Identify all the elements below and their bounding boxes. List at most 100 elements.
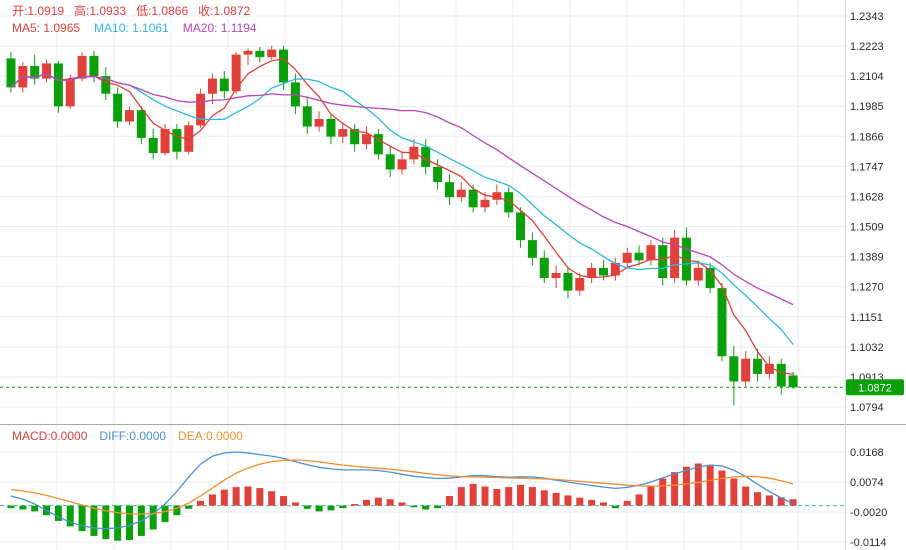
candle-body [65, 78, 75, 107]
ma5-line [10, 58, 794, 375]
macd-hist-bar [386, 499, 394, 506]
candle-body [753, 358, 763, 374]
ma20-value: MA20: 1.1194 [182, 21, 257, 35]
macd-hist-bar [694, 463, 702, 506]
low-value: 低:1.0866 [136, 4, 189, 18]
candle-body [148, 137, 158, 154]
close-value: 收:1.0872 [198, 4, 251, 18]
macd-hist-bar [126, 505, 133, 541]
macd-value: MACD:0.0000 [12, 429, 88, 443]
candle-body [219, 78, 229, 92]
candle-body [101, 76, 111, 94]
candle-body [279, 49, 289, 83]
macd-hist-bar [374, 497, 382, 506]
candle-body [89, 55, 99, 77]
macd-hist-bar [410, 505, 418, 508]
price-axis-label: 1.1985 [850, 101, 884, 113]
macd-hist-bar [552, 492, 560, 506]
macd-hist-bar [600, 502, 607, 506]
macd-hist-bar [659, 478, 667, 506]
candle-body [6, 58, 16, 88]
macd-hist-bar [623, 500, 631, 506]
macd-hist-bar [493, 489, 501, 506]
macd-hist-bar [517, 484, 525, 506]
candle-body [693, 267, 703, 281]
macd-hist-bar [78, 505, 86, 532]
candle-body [456, 189, 466, 198]
macd-axis-label: 0.0074 [850, 477, 884, 489]
macd-hist-bar [765, 495, 773, 506]
candle-body [492, 192, 502, 200]
candle-body [563, 272, 573, 291]
candle-body [729, 356, 739, 382]
macd-hist-bar [718, 470, 726, 506]
candle-body [622, 252, 632, 263]
macd-hist-bar [611, 505, 619, 509]
candle-body [527, 240, 537, 258]
macd-hist-bar [90, 505, 98, 536]
macd-hist-bar [777, 497, 785, 506]
candle-body [350, 129, 360, 145]
candle-body [681, 237, 691, 281]
candle-body [30, 65, 40, 79]
ma10-line [10, 73, 794, 345]
candle-body [385, 154, 395, 170]
candle-body [243, 50, 253, 55]
macd-hist-bar [220, 489, 228, 506]
dea-line [10, 459, 794, 515]
candle-body [516, 212, 526, 241]
macd-hist-bar [66, 505, 74, 527]
macd-hist-bar [576, 497, 584, 506]
price-axis-label: 1.1628 [850, 191, 884, 203]
ohlc-legend: 开:1.0919 高:1.0933 低:1.0866 收:1.0872 [12, 4, 250, 18]
macd-hist-bar [635, 494, 643, 506]
current-price-label: 1.0872 [858, 382, 892, 394]
macd-hist-bar [671, 472, 679, 506]
macd-hist-bar [256, 488, 264, 506]
macd-legend: MACD:0.0000 DIFF:0.0000 DEA:0.0000 [12, 429, 243, 443]
macd-hist-bar [149, 505, 157, 530]
candle-body [468, 189, 478, 208]
macd-hist-bar [434, 505, 442, 509]
price-axis-label: 1.1866 [850, 131, 884, 143]
diff-line [10, 451, 794, 530]
macd-hist-bar [789, 499, 797, 506]
ma10-value: MA10: 1.1061 [94, 21, 169, 35]
macd-axis-label: -0.0020 [850, 507, 887, 519]
price-axis-label: 1.1747 [850, 161, 884, 173]
candle-body [314, 118, 324, 127]
candle-body [338, 129, 348, 137]
candle-body [658, 245, 668, 279]
candle-body [575, 278, 585, 291]
price-axis-label: 1.1509 [850, 222, 884, 234]
macd-hist-bar [197, 500, 205, 506]
macd-hist-bar [754, 492, 762, 506]
macd-hist-bar [19, 505, 27, 510]
macd-hist-bar [564, 495, 572, 506]
candle-body [326, 118, 336, 137]
macd-hist-bar [505, 487, 513, 506]
candle-body [53, 63, 63, 107]
candle-body [539, 257, 549, 279]
macd-hist-bar [682, 466, 690, 506]
candle-body [267, 49, 277, 58]
macd-hist-bar [161, 505, 169, 523]
ma5-value: MA5: 1.0965 [12, 21, 81, 35]
macd-hist-bar [244, 486, 252, 506]
candle-body [788, 375, 798, 388]
candle-body [231, 54, 241, 92]
macd-hist-bar [588, 499, 596, 506]
macd-hist-bar [315, 505, 323, 512]
candle-body [373, 134, 383, 155]
macd-hist-bar [351, 504, 359, 506]
candle-body [184, 125, 194, 152]
candle-body [136, 110, 146, 138]
candle-body [362, 134, 371, 145]
price-axis-label: 1.2343 [850, 11, 884, 23]
macd-hist-bar [363, 499, 370, 506]
macd-hist-bar [469, 483, 477, 506]
macd-hist-bar [398, 502, 406, 506]
candle-body [207, 78, 217, 94]
